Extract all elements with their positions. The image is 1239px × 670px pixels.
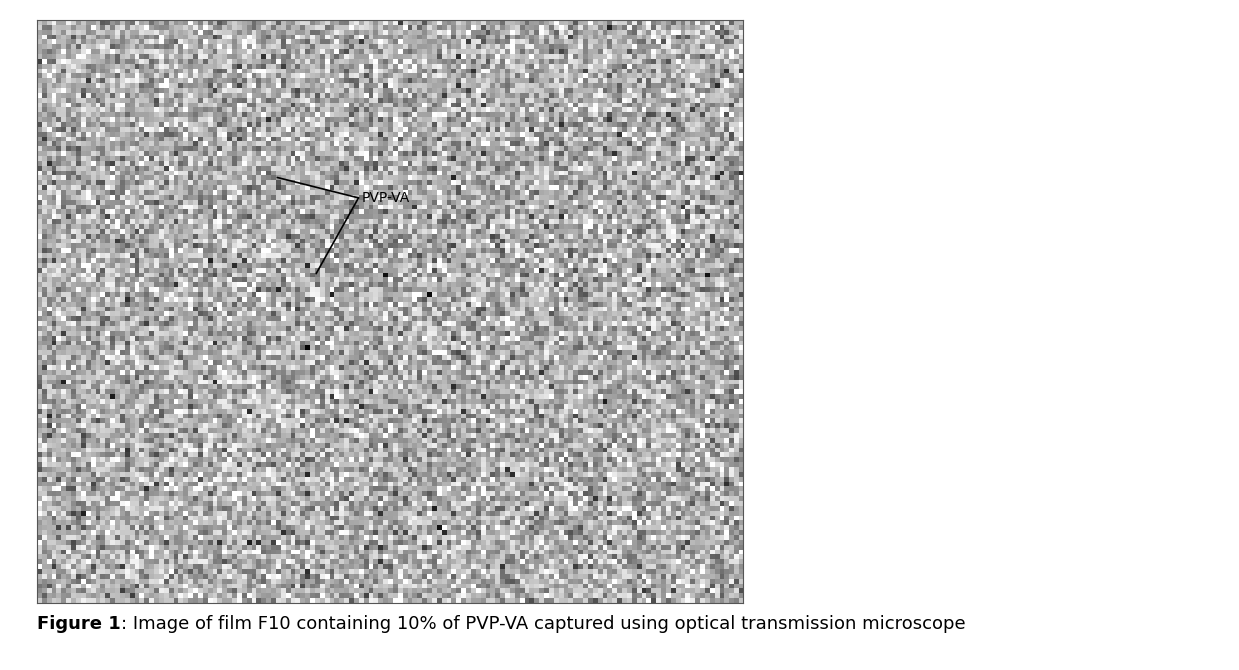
Text: : Image of film F10 containing 10% of PVP-VA captured using optical transmission: : Image of film F10 containing 10% of PV… xyxy=(121,615,966,633)
Text: PVP-VA: PVP-VA xyxy=(362,191,410,205)
Text: Figure 1: Figure 1 xyxy=(37,615,121,633)
